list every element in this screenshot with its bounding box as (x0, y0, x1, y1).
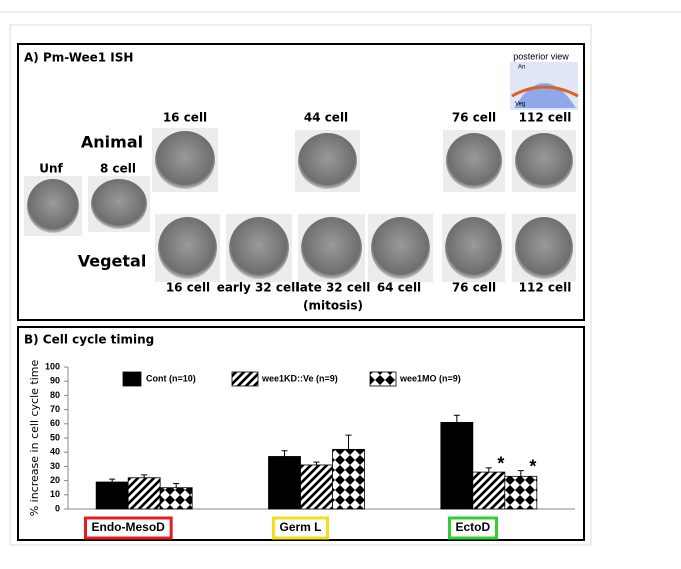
inset-top: An (518, 65, 525, 71)
x-tick-label: Germ L (279, 520, 321, 534)
error-bar (485, 467, 492, 473)
bar (159, 487, 193, 510)
bar (95, 481, 129, 510)
stage-label: 112 cell (519, 111, 572, 125)
stage-label: 44 cell (304, 111, 348, 125)
category-box (83, 516, 173, 540)
y-tick-label: 40 (50, 447, 60, 457)
embryo-image (91, 179, 147, 229)
stage-label: late 32 cell (296, 281, 371, 295)
y-tick-label: 90 (50, 376, 60, 386)
legend-swatch (122, 371, 142, 387)
y-tick-label: 10 (50, 489, 60, 499)
inset-title: posterior view (513, 51, 569, 61)
stage-label: 76 cell (452, 281, 496, 295)
error-bar (345, 434, 352, 450)
error-bar (109, 478, 116, 483)
inset: posterior view An Veg (510, 51, 579, 110)
legend-swatch (231, 371, 259, 387)
embryo-image (229, 217, 289, 279)
row-label: Animal (81, 133, 143, 152)
embryo-image (515, 133, 573, 189)
stage-label: 16 cell (166, 281, 210, 295)
annotation: * (529, 456, 536, 476)
error-bar (517, 470, 524, 477)
stage-label: Unf (39, 162, 63, 176)
legend-label: wee1MO (n=9) (399, 373, 461, 383)
embryo-image (158, 217, 217, 279)
embryo-image (515, 217, 573, 279)
embryo-image (27, 179, 79, 233)
bar (472, 471, 506, 510)
y-tick-label: 80 (50, 390, 60, 400)
y-axis-label: % increase in cell cycle time (28, 360, 41, 517)
y-tick-label: 60 (50, 418, 60, 428)
embryo-image (301, 217, 362, 279)
y-tick-label: 20 (50, 475, 60, 485)
stage-label: 16 cell (163, 111, 207, 125)
legend-label: Cont (n=10) (146, 373, 196, 383)
bar (332, 448, 365, 510)
frame (9, 24, 592, 546)
y-tick-label: 100 (45, 361, 60, 371)
stage-label: 8 cell (100, 162, 136, 176)
y-tick-label: 30 (50, 461, 60, 471)
embryo-image (155, 131, 215, 189)
error-bar (141, 474, 148, 478)
stage-label: 76 cell (452, 111, 496, 125)
panel-a-title: A) Pm-Wee1 ISH (24, 51, 133, 65)
legend-label: wee1KD::Ve (n=9) (261, 373, 338, 383)
row-label: Vegetal (78, 252, 147, 271)
stage-label: (mitosis) (303, 299, 363, 313)
stage-label: early 32 cell (217, 281, 300, 295)
category-box (447, 516, 499, 540)
y-tick-label: 0 (55, 503, 60, 513)
embryo-image (445, 217, 502, 279)
x-tick-label: Endo-MesoD (91, 520, 165, 534)
error-bar (173, 482, 180, 488)
inset-bottom: Veg (515, 102, 525, 108)
legend-swatch (369, 371, 397, 387)
category-box (271, 516, 330, 540)
embryo-image (298, 133, 357, 189)
chart-title: B) Cell cycle timing (24, 333, 154, 347)
x-tick-label: EctoD (455, 520, 490, 534)
bar (300, 464, 333, 510)
error-bar (281, 450, 288, 457)
stage-label: 64 cell (377, 281, 421, 295)
bar (268, 456, 301, 510)
annotation: * (497, 454, 504, 474)
stage-label: 112 cell (519, 281, 572, 295)
y-tick-label: 70 (50, 404, 60, 414)
inset-band (511, 85, 579, 98)
bar (504, 475, 538, 510)
error-bar (313, 461, 320, 465)
y-tick-label: 50 (50, 432, 60, 442)
embryo-image (446, 133, 502, 189)
bar (440, 421, 474, 510)
embryo-image (371, 217, 430, 279)
error-bar (453, 414, 460, 423)
bar (127, 477, 161, 510)
